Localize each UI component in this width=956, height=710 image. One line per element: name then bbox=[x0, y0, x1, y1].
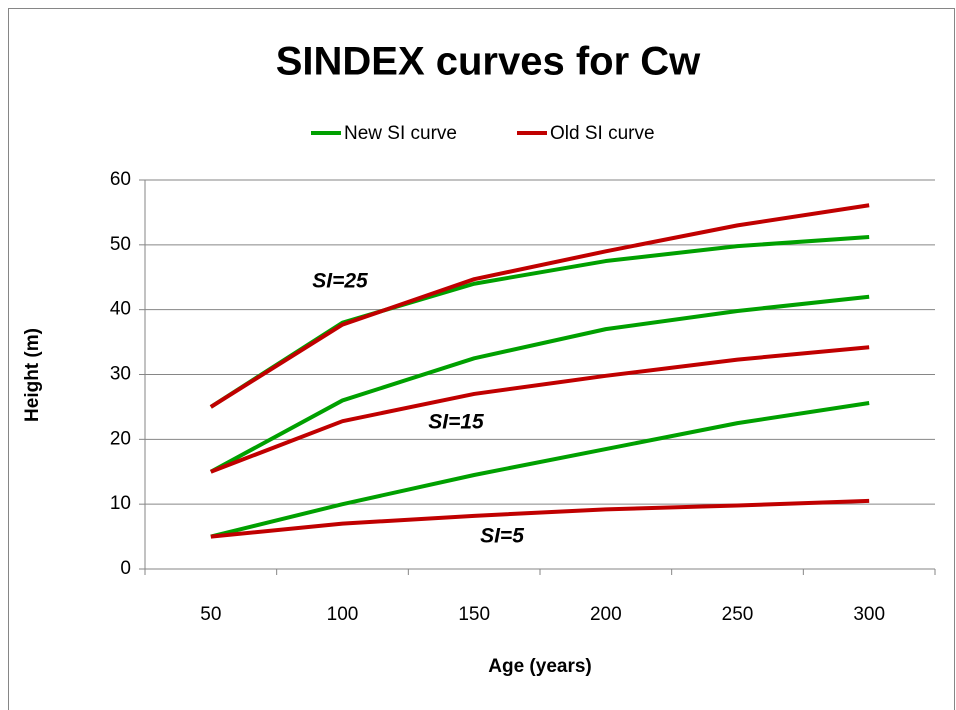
x-tick-label: 300 bbox=[853, 604, 885, 625]
y-tick-label: 0 bbox=[120, 558, 131, 579]
series-line bbox=[209, 203, 870, 409]
y-tick-label: 30 bbox=[110, 364, 131, 385]
x-tick-label: 150 bbox=[458, 604, 490, 625]
annotation: SI=25 bbox=[312, 270, 368, 293]
chart-title: SINDEX curves for Cw bbox=[276, 40, 701, 84]
legend-label: Old SI curve bbox=[550, 123, 655, 144]
series-line bbox=[210, 345, 870, 474]
x-tick-label: 50 bbox=[200, 604, 221, 625]
annotation: SI=15 bbox=[428, 411, 484, 434]
series-line bbox=[209, 294, 870, 474]
y-tick-label: 10 bbox=[110, 493, 131, 514]
y-tick-label: 20 bbox=[110, 428, 131, 449]
x-axis-label: Age (years) bbox=[488, 656, 592, 677]
x-tick-label: 200 bbox=[590, 604, 622, 625]
series-line bbox=[210, 498, 870, 539]
y-tick-label: 40 bbox=[110, 299, 131, 320]
y-axis-label: Height (m) bbox=[22, 328, 43, 422]
chart-border bbox=[8, 8, 955, 710]
legend-label: New SI curve bbox=[344, 123, 457, 144]
x-tick-label: 250 bbox=[722, 604, 754, 625]
y-tick-label: 50 bbox=[110, 234, 131, 255]
series-line bbox=[210, 401, 870, 539]
x-tick-label: 100 bbox=[327, 604, 359, 625]
annotation: SI=5 bbox=[480, 525, 524, 548]
y-tick-label: 60 bbox=[110, 169, 131, 190]
